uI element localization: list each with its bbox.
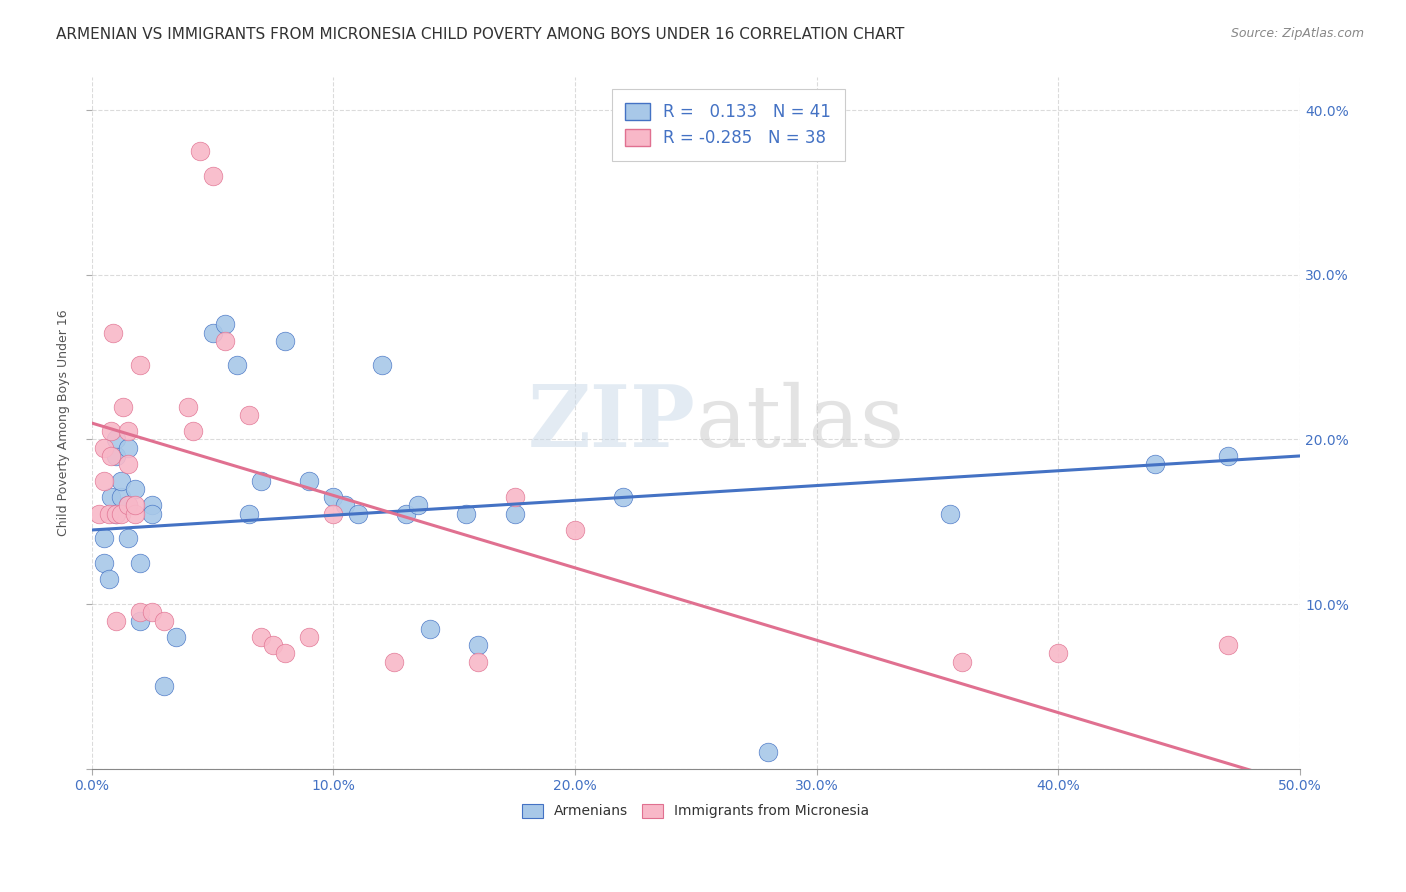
Point [124,482,146,496]
Point [93,531,115,545]
Legend: Armenians, Immigrants from Micronesia: Armenians, Immigrants from Micronesia [517,798,875,824]
Point [467,638,489,652]
Y-axis label: Child Poverty Among Boys Under 16: Child Poverty Among Boys Under 16 [58,310,70,536]
Point [419,622,441,636]
Point [322,490,344,504]
Point [165,630,187,644]
Point [100,424,122,438]
Point [97,573,120,587]
Point [117,531,139,545]
Point [214,334,236,348]
Point [298,630,321,644]
Point [274,334,297,348]
Point [298,474,321,488]
Point [190,145,212,159]
Point [467,655,489,669]
Point [177,400,200,414]
Point [104,507,127,521]
Point [100,490,122,504]
Point [758,745,780,759]
Point [181,424,204,438]
Point [238,507,260,521]
Point [612,490,634,504]
Point [141,605,163,619]
Point [370,359,392,373]
Point [97,507,120,521]
Point [1047,647,1070,661]
Point [93,474,115,488]
Point [104,449,127,463]
Text: ZIP: ZIP [529,381,696,465]
Point [406,498,429,512]
Point [104,433,127,447]
Point [938,507,960,521]
Point [238,408,260,422]
Point [201,169,224,184]
Point [93,441,115,455]
Point [322,507,344,521]
Text: atlas: atlas [696,382,905,465]
Point [250,474,273,488]
Point [110,507,132,521]
Point [262,638,284,652]
Point [1216,449,1239,463]
Point [950,655,973,669]
Point [104,614,127,628]
Point [214,318,236,332]
Point [274,647,297,661]
Point [129,614,152,628]
Point [1144,457,1167,471]
Point [382,655,405,669]
Text: ARMENIAN VS IMMIGRANTS FROM MICRONESIA CHILD POVERTY AMONG BOYS UNDER 16 CORRELA: ARMENIAN VS IMMIGRANTS FROM MICRONESIA C… [56,27,904,42]
Point [141,498,163,512]
Text: Source: ZipAtlas.com: Source: ZipAtlas.com [1230,27,1364,40]
Point [346,507,368,521]
Point [110,474,132,488]
Point [153,614,176,628]
Point [104,507,127,521]
Point [129,556,152,570]
Point [129,605,152,619]
Point [117,457,139,471]
Point [124,507,146,521]
Point [503,490,526,504]
Point [117,424,139,438]
Point [110,490,132,504]
Point [117,498,139,512]
Point [1216,638,1239,652]
Point [117,441,139,455]
Point [103,326,125,340]
Point [87,507,110,521]
Point [564,523,586,537]
Point [503,507,526,521]
Point [129,359,152,373]
Point [153,679,176,693]
Point [456,507,478,521]
Point [335,498,357,512]
Point [112,400,135,414]
Point [250,630,273,644]
Point [117,498,139,512]
Point [124,498,146,512]
Point [225,359,247,373]
Point [100,449,122,463]
Point [141,507,163,521]
Point [395,507,418,521]
Point [93,556,115,570]
Point [201,326,224,340]
